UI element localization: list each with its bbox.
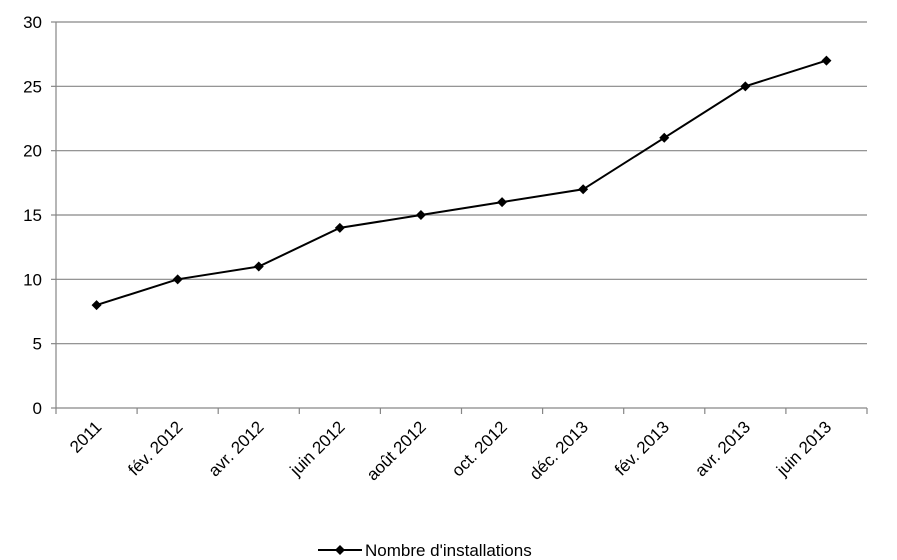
y-tick-label: 10 [23,270,42,289]
data-point-marker [253,261,264,272]
data-point-marker [740,81,751,92]
data-point-marker [415,210,426,220]
y-tick-labels: 0 5 10 15 20 25 30 [23,13,42,418]
x-tick-label: juin 2013 [772,417,835,480]
axes [51,21,868,414]
data-point-marker [578,184,589,195]
y-tick-label: 5 [33,335,42,354]
data-point-marker [497,197,508,208]
x-tick-label: déc. 2013 [526,417,592,483]
x-tick-labels: 2011 fév. 2012 avr. 2012 juin 2012 août 2012… [66,417,835,484]
legend: Nombre d'installations [318,541,532,560]
legend-label: Nombre d'installations [365,541,532,560]
data-point-marker [334,222,345,233]
y-tick-label: 0 [33,399,42,418]
series-line [96,59,827,307]
y-tick-label: 20 [23,142,42,161]
x-tick-label: oct. 2012 [448,417,511,480]
gridlines [56,21,867,345]
y-tick-label: 30 [23,13,42,32]
y-tick-label: 15 [23,206,42,225]
x-tick-label: fév. 2012 [124,417,186,479]
x-tick-label: juin 2012 [286,417,349,480]
data-point-marker [659,132,670,143]
data-point-marker [91,300,102,311]
legend-diamond-marker [335,545,345,555]
x-tick-label: avr. 2013 [691,417,754,480]
x-tick-label: fév. 2013 [611,417,673,479]
x-tick-label: août 2012 [363,417,430,484]
y-tick-label: 25 [23,77,42,96]
data-point-marker [821,55,832,66]
series-layer [91,55,832,311]
x-tick-label: avr. 2012 [205,417,268,480]
data-point-marker [172,274,183,285]
x-tick-label: 2011 [66,417,105,456]
